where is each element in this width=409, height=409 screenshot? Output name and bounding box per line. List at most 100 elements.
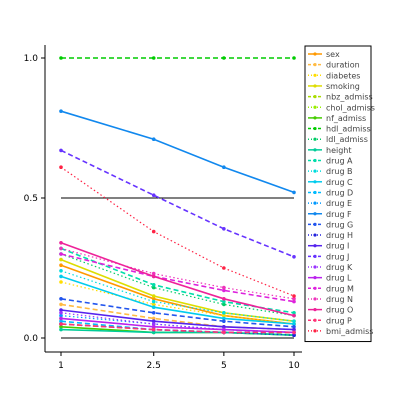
legend-entry-ldl-admiss: ldl_admiss	[308, 135, 368, 144]
data-point-sex	[151, 297, 156, 301]
legend-marker	[313, 254, 317, 258]
legend-marker	[313, 180, 317, 184]
data-point-drug-m	[292, 299, 296, 304]
data-point-drug-j	[222, 227, 226, 231]
data-point-drug-f	[222, 165, 226, 169]
legend-label: height	[326, 146, 352, 155]
data-point-drug-n	[222, 285, 226, 290]
data-point-drug-c	[292, 322, 296, 326]
data-point-drug-a	[292, 311, 296, 315]
series-line-ldl-admiss	[60, 253, 295, 317]
data-point-hdl-admiss	[59, 56, 63, 60]
series-line-drug-i	[60, 309, 295, 331]
series-layer	[59, 56, 296, 338]
data-point-drug-l	[151, 325, 156, 329]
legend-entry-nf-admiss: nf_admiss	[308, 114, 366, 123]
legend-marker	[313, 329, 317, 333]
legend-marker	[313, 116, 317, 120]
legend-label: drug L	[326, 274, 352, 283]
x-tick-label: 1	[58, 361, 64, 371]
legend-marker	[313, 52, 317, 56]
legend-marker	[313, 265, 317, 269]
data-point-drug-f	[151, 137, 156, 141]
data-point-drug-c	[222, 316, 226, 321]
legend-entry-bmi-admiss: bmi_admiss	[308, 327, 373, 336]
legend-label: drug P	[326, 316, 352, 325]
legend-label: drug J	[326, 252, 349, 261]
series-line-drug-l	[60, 317, 295, 334]
legend-entry-drug-h: drug H	[308, 231, 353, 240]
legend-entry-drug-f: drug F	[308, 210, 352, 219]
data-point-drug-i	[222, 325, 226, 329]
legend-label: drug I	[326, 242, 349, 251]
series-line-drug-k	[60, 312, 295, 333]
legend-label: diabetes	[326, 71, 360, 80]
data-point-duration	[151, 316, 156, 321]
data-point-bmi-admiss	[292, 294, 296, 298]
data-point-drug-n	[59, 246, 63, 251]
data-point-drug-p	[59, 322, 63, 326]
data-point-drug-b	[222, 311, 226, 315]
series-line-drug-g	[60, 298, 295, 328]
series-line-drug-j	[60, 149, 295, 258]
data-point-nf-admiss	[59, 325, 63, 329]
legend-marker	[313, 244, 317, 248]
legend-label: duration	[326, 61, 360, 70]
y-axis-ticks: 0.0 0.5 1.0	[24, 54, 45, 344]
legend-entry-hdl-admiss: hdl_admiss	[308, 125, 371, 134]
data-point-ldl-admiss	[151, 285, 156, 290]
data-point-duration	[59, 302, 63, 307]
series-drug-o	[59, 241, 296, 318]
legend-marker	[313, 318, 317, 322]
data-point-drug-b	[151, 299, 156, 304]
data-point-bmi-admiss	[222, 266, 226, 270]
legend-label: drug A	[326, 157, 353, 166]
data-point-drug-k	[59, 311, 63, 315]
data-point-drug-o	[151, 274, 156, 279]
legend-label: hdl_admiss	[326, 125, 371, 134]
x-tick-label: 2.5	[147, 361, 161, 371]
data-point-drug-a	[222, 299, 226, 304]
legend-label: drug O	[326, 306, 353, 315]
legend-entry-drug-j: drug J	[308, 252, 349, 261]
legend-entry-drug-c: drug C	[308, 178, 353, 187]
series-drug-f	[59, 109, 296, 195]
data-point-drug-j	[59, 148, 63, 153]
series-line-drug-b	[60, 270, 295, 322]
data-point-drug-j	[151, 193, 156, 197]
x-axis-ticks: 1 2.5 5 10	[58, 352, 300, 371]
data-point-drug-m	[59, 252, 63, 256]
legend-marker	[313, 126, 317, 131]
data-point-bmi-admiss	[151, 229, 156, 234]
legend-label: drug B	[326, 167, 353, 176]
legend-entry-drug-m: drug M	[308, 284, 354, 293]
legend-marker	[313, 201, 317, 205]
data-point-drug-g	[59, 297, 63, 301]
data-point-drug-i	[292, 327, 296, 332]
legend-box	[304, 45, 372, 343]
series-line-drug-o	[60, 242, 295, 317]
data-point-diabetes	[151, 302, 156, 307]
series-drug-i	[59, 308, 296, 332]
data-point-drug-p	[151, 327, 156, 332]
series-line-drug-c	[60, 275, 295, 325]
data-point-drug-b	[59, 269, 63, 273]
data-point-drug-p	[292, 330, 296, 335]
legend-marker	[313, 84, 317, 88]
legend-label: sex	[326, 50, 340, 59]
legend-entry-drug-b: drug B	[308, 167, 353, 176]
data-point-drug-o	[222, 297, 226, 301]
data-point-height	[151, 330, 156, 335]
y-tick-label: 0.5	[24, 194, 38, 204]
series-drug-g	[59, 297, 296, 329]
legend-label: drug M	[326, 284, 354, 293]
legend-entry-drug-o: drug O	[308, 306, 353, 315]
data-point-hdl-admiss	[151, 56, 156, 60]
x-tick-label: 10	[288, 361, 300, 371]
legend-marker	[313, 212, 317, 216]
data-point-smoking	[151, 294, 156, 298]
y-tick-label: 1.0	[24, 54, 39, 64]
legend-marker	[313, 158, 317, 163]
